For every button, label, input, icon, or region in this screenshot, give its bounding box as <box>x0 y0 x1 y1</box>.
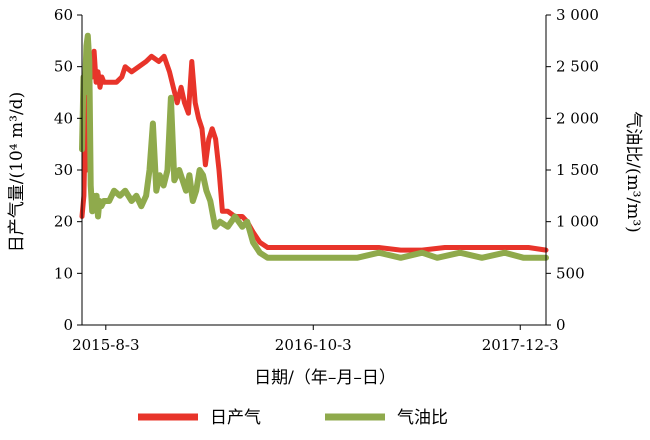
right-tick-label: 1 500 <box>556 161 599 179</box>
left-tick-label: 20 <box>54 213 73 231</box>
left-tick-label: 30 <box>54 161 73 179</box>
x-tick-label: 2017-12-3 <box>482 336 559 354</box>
left-tick-label: 50 <box>54 58 73 76</box>
right-tick-label: 3 000 <box>556 6 599 24</box>
right-axis-title: 气油比/(m³/m³) <box>623 111 643 233</box>
tick-labels: 0 10 20 30 40 50 60 0 500 1 000 1 500 2 000 2 500 3 0… <box>54 6 599 354</box>
x-tick-label: 2016-10-3 <box>275 336 352 354</box>
left-axis-title: 日产气量/(10⁴ m³/d) <box>7 92 27 252</box>
legend-label-gas: 日产气 <box>210 408 261 428</box>
right-tick-label: 0 <box>556 316 566 334</box>
axes <box>77 14 551 330</box>
left-tick-label: 60 <box>54 6 73 24</box>
legend-label-gor: 气油比 <box>397 408 448 428</box>
right-tick-label: 2 000 <box>556 109 599 127</box>
left-tick-label: 0 <box>63 316 73 334</box>
gas-rate-line <box>79 48 549 253</box>
right-tick-label: 500 <box>556 264 585 282</box>
plot-lines <box>79 32 549 261</box>
x-axis-title: 日期/（年–月–日） <box>254 368 396 388</box>
gas-oil-ratio-line <box>79 32 549 261</box>
right-tick-label: 1 000 <box>556 213 599 231</box>
legend: 日产气 气油比 <box>138 408 448 428</box>
x-tick-label: 2015-8-3 <box>72 336 139 354</box>
left-tick-label: 40 <box>54 109 73 127</box>
left-tick-label: 10 <box>54 264 73 282</box>
right-tick-label: 2 500 <box>556 58 599 76</box>
